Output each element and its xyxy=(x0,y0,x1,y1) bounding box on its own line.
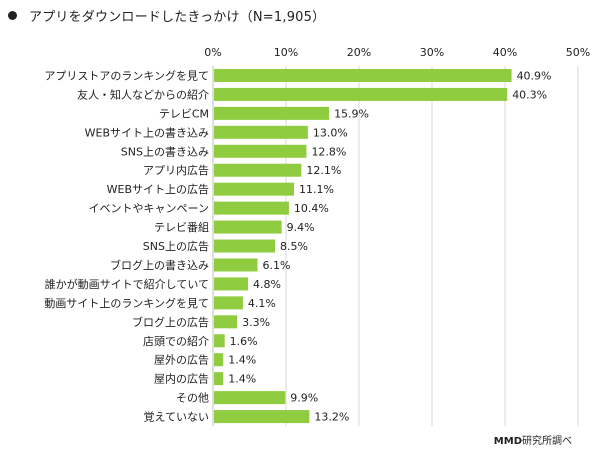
bar xyxy=(214,258,258,272)
source-note: MMD研究所調べ xyxy=(494,432,572,447)
category-label: アプリ内広告 xyxy=(143,163,209,177)
category-label: SNS上の広告 xyxy=(143,240,209,253)
bar xyxy=(214,68,512,82)
category-label: WEBサイト上の広告 xyxy=(107,183,209,196)
category-label: 屋内の広告 xyxy=(154,372,209,386)
value-label: 1.4% xyxy=(228,354,256,367)
bar xyxy=(214,334,225,348)
value-label: 15.9% xyxy=(334,107,369,120)
value-label: 10.4% xyxy=(294,202,329,215)
bar xyxy=(214,296,243,310)
x-tick-label: 40% xyxy=(493,46,517,59)
value-label: 40.3% xyxy=(512,88,547,101)
bar xyxy=(214,201,289,215)
category-label: テレビ番組 xyxy=(154,221,209,234)
bar xyxy=(214,391,286,405)
value-label: 8.5% xyxy=(280,240,308,253)
bar xyxy=(214,163,302,177)
bar xyxy=(214,277,249,291)
value-label: 1.6% xyxy=(230,335,258,348)
source-brand: MMD xyxy=(493,436,522,447)
category-label: 動画サイト上のランキングを見て xyxy=(44,296,209,310)
value-label: 6.1% xyxy=(263,259,291,272)
source-suffix: 研究所調べ xyxy=(522,436,572,447)
bar xyxy=(214,372,224,386)
bar xyxy=(214,353,224,367)
category-label: ブログ上の広告 xyxy=(132,315,209,329)
category-label: 友人・知人などからの紹介 xyxy=(77,87,209,101)
value-label: 4.8% xyxy=(253,278,281,291)
bar xyxy=(214,182,295,196)
x-tick-label: 50% xyxy=(566,46,590,59)
category-label: WEBサイト上の書き込み xyxy=(85,125,209,139)
value-label: 13.2% xyxy=(314,411,349,424)
x-tick-label: 0% xyxy=(204,46,221,59)
value-label: 3.3% xyxy=(242,316,270,329)
category-label: 店頭での紹介 xyxy=(143,334,209,348)
bar xyxy=(214,144,307,158)
category-label: ブログ上の書き込み xyxy=(110,258,209,272)
x-tick-label: 30% xyxy=(420,46,444,59)
value-label: 4.1% xyxy=(248,297,276,310)
x-tick-label: 20% xyxy=(347,46,371,59)
value-label: 9.4% xyxy=(287,221,315,234)
value-label: 12.1% xyxy=(306,164,341,177)
bar xyxy=(214,410,310,424)
category-label: イベントやキャンペーン xyxy=(89,202,209,215)
bar xyxy=(214,106,330,120)
bar xyxy=(214,87,508,101)
bullet-icon xyxy=(8,11,17,20)
x-tick-label: 10% xyxy=(274,46,298,59)
category-label: テレビCM xyxy=(159,107,209,120)
bar xyxy=(214,125,308,139)
category-label: アプリストアのランキングを見て xyxy=(44,68,209,82)
category-label: SNS上の書き込み xyxy=(121,144,209,158)
category-label: その他 xyxy=(176,392,209,405)
value-label: 1.4% xyxy=(228,373,256,386)
value-label: 40.9% xyxy=(517,69,552,82)
value-label: 12.8% xyxy=(311,145,346,158)
bar xyxy=(214,239,276,253)
category-label: 誰かが動画サイトで紹介していて xyxy=(45,277,209,291)
chart-title-text: アプリをダウンロードしたきっかけ（N=1,905） xyxy=(29,10,326,25)
value-label: 13.0% xyxy=(313,126,348,139)
category-label: 屋外の広告 xyxy=(154,354,209,367)
bar xyxy=(214,315,238,329)
value-label: 11.1% xyxy=(299,183,334,196)
category-label: 覚えていない xyxy=(144,411,209,424)
value-label: 9.9% xyxy=(290,392,318,405)
chart-title: アプリをダウンロードしたきっかけ（N=1,905） xyxy=(8,6,325,25)
bar xyxy=(214,220,282,234)
